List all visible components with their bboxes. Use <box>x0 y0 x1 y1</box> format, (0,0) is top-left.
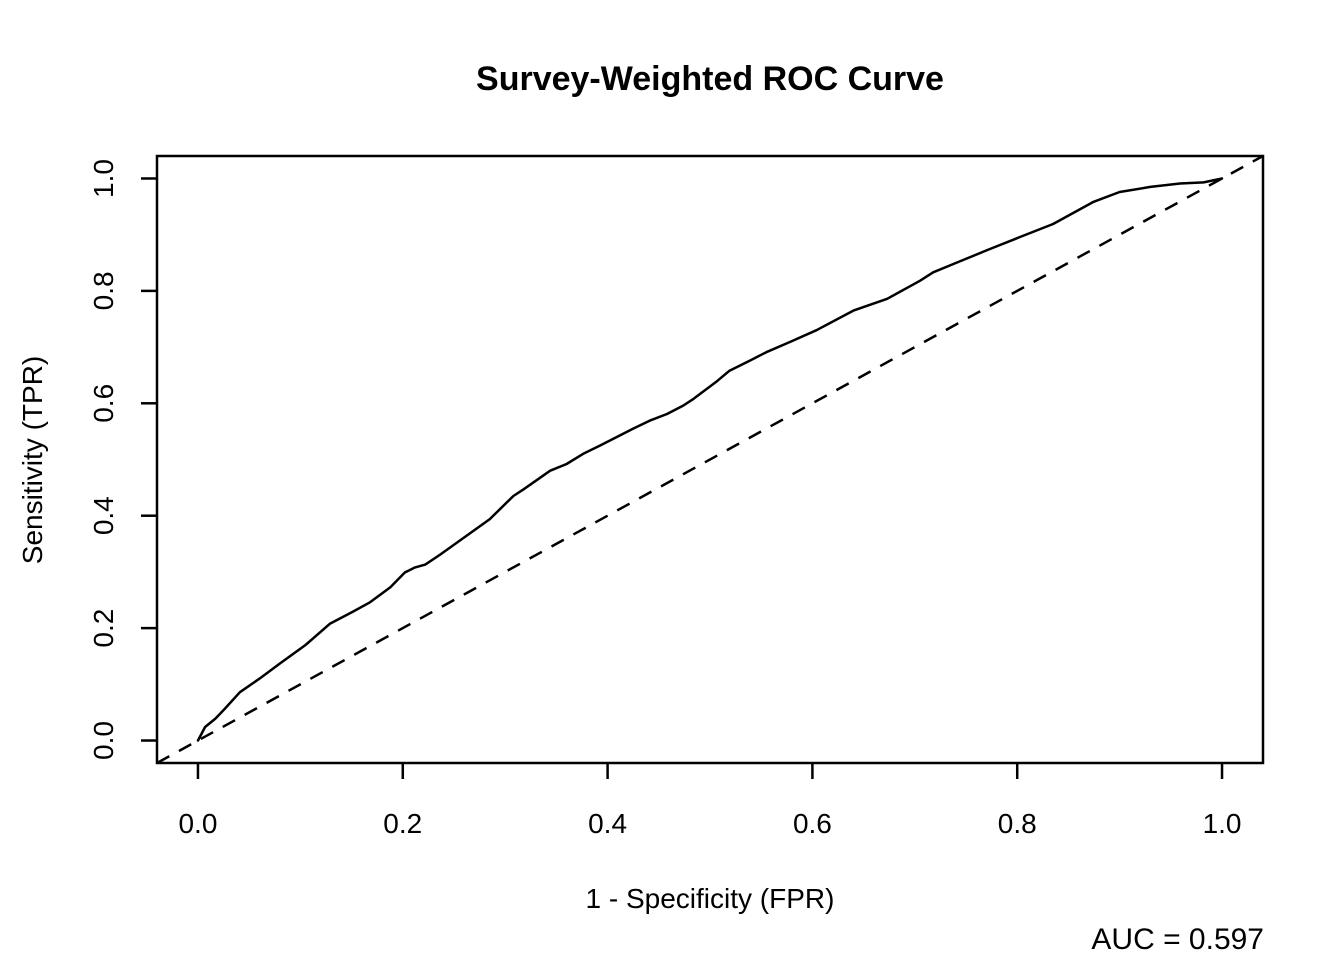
y-tick-label: 1.0 <box>88 159 119 198</box>
chance-diagonal-line <box>156 154 1264 765</box>
x-tick-label: 1.0 <box>1203 808 1242 839</box>
y-tick-label: 0.6 <box>88 384 119 423</box>
y-tick-label: 0.0 <box>88 721 119 760</box>
x-tick-label: 0.8 <box>998 808 1037 839</box>
y-tick-label: 0.2 <box>88 609 119 648</box>
x-tick-label: 0.6 <box>793 808 832 839</box>
y-tick-label: 0.8 <box>88 271 119 310</box>
x-tick-label: 0.4 <box>588 808 627 839</box>
x-tick-label: 0.2 <box>383 808 422 839</box>
y-axis-label: Sensitivity (TPR) <box>17 356 48 564</box>
x-tick-label: 0.0 <box>178 808 217 839</box>
auc-annotation: AUC = 0.597 <box>1091 923 1264 956</box>
x-axis-ticks: 0.0 0.2 0.4 0.6 0.8 1.0 <box>178 763 1242 839</box>
roc-curve-line <box>196 177 1224 742</box>
plot-box <box>155 154 1265 765</box>
chart-title: Survey-Weighted ROC Curve <box>476 60 944 98</box>
y-tick-label: 0.4 <box>88 496 119 535</box>
x-axis-label: 1 - Specificity (FPR) <box>586 883 835 914</box>
y-axis-ticks: 0.0 0.2 0.4 0.6 0.8 1.0 <box>88 159 157 760</box>
